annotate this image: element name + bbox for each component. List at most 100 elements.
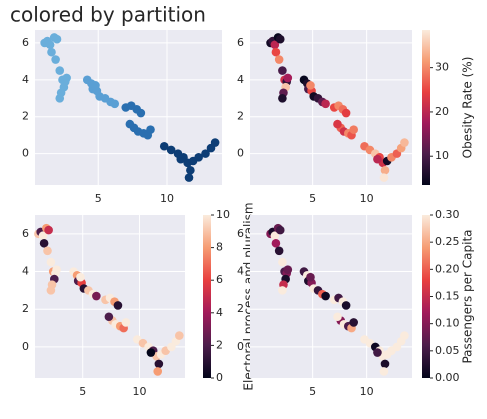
scatter-point [201,149,210,158]
scatter-point [55,66,65,75]
y-tick-label: 4 [22,265,29,278]
scatter-point [125,119,135,129]
y-tick-label: 6 [237,36,244,49]
y-tick-label: 2 [22,302,29,315]
y-tick-label: 6 [237,227,244,240]
scatter-point [136,108,146,118]
scatter-point [283,265,293,274]
scatter-point [52,265,61,274]
scatter-point [400,138,409,147]
scatter-point [379,367,389,376]
scatter-point [176,154,186,164]
colorbar-tick-label: 0.25 [435,235,460,248]
scatter-point [210,138,220,147]
scatter-point [275,34,285,44]
colorbar-tick-label: 0.15 [435,290,460,303]
scatter-point [380,359,390,369]
chart-title: colored by partition [10,3,206,27]
scatter-point [373,348,382,357]
scatter-point [46,286,56,295]
scatter-point [274,55,284,64]
scatter-point [274,246,284,256]
scatter-point [349,318,358,327]
scatter-point [153,367,163,376]
scatter-point [333,312,342,322]
scatter-point [380,165,390,175]
colorbar-tick-label: 0.10 [435,317,460,330]
colorbar-tick-label: 30 [435,61,449,74]
colorbar-tick-label: 8 [216,241,223,254]
colorbar-tick-label: 0.05 [435,344,460,357]
scatter-point [270,40,280,50]
scatter-point [92,291,101,301]
scatter-point [51,55,60,64]
colorbar-tick-label: 4 [216,306,223,319]
x-tick-label: 10 [360,385,374,398]
colorbar-tick-label: 10 [435,149,449,162]
scatter-point [321,99,330,109]
y-tick-label: 4 [237,73,244,86]
x-tick-label: 5 [79,385,86,398]
scatter-point [306,81,315,90]
x-tick-label: 10 [160,192,174,205]
scatter-point [278,257,287,267]
scatter-point [373,154,382,164]
colorbar [422,30,430,185]
scatter-point [62,73,71,83]
scatter-point [46,257,56,267]
scatter-point [159,141,169,151]
x-tick-label: 5 [309,192,316,205]
colorbar-tick-label: 0.20 [435,262,460,275]
y-tick-label: 6 [22,227,29,240]
scatter-point [306,272,315,282]
scatter-point [146,125,155,134]
scatter-point [349,125,358,134]
scatter-point [400,331,409,340]
y-tick-label: 0 [22,147,29,160]
y-tick-label: 2 [22,110,29,123]
scatter-point [38,231,48,241]
y-tick-label: 2 [237,110,244,123]
y-tick-label: 0 [22,340,29,353]
scatter-point [194,153,203,162]
x-tick-label: 10 [133,385,147,398]
scatter-point [47,47,56,57]
scatter-point [76,272,85,282]
scatter-point [39,238,49,248]
scatter-point [104,312,114,322]
scatter-point [270,231,280,241]
scatter-point [91,81,100,90]
colorbar [203,215,211,378]
colorbar-label: Passengers per Capita [461,229,475,363]
y-tick-label: 0 [237,340,244,353]
colorbar-tick-label: 10 [216,208,230,221]
colorbar-tick-label: 20 [435,105,449,118]
scatter-point [52,34,62,44]
scatter-point [184,173,194,182]
scatter-point [278,286,287,295]
scatter-point [341,108,351,118]
y-tick-label: 4 [22,73,29,86]
scatter-point [55,93,65,103]
colorbar-tick-label: 0.30 [435,208,460,221]
x-tick-label: 10 [360,192,374,205]
x-tick-label: 5 [309,385,316,398]
scatter-point [44,225,53,235]
scatter-point [166,145,176,155]
colorbar-tick-label: 6 [216,273,223,286]
scatter-point [379,173,389,182]
y-tick-label: 6 [22,36,29,49]
scatter-point [175,331,184,340]
scatter-point [146,348,156,357]
colorbar [422,215,430,378]
scatter-point [321,291,330,301]
scatter-point [271,238,281,248]
x-tick-label: 5 [95,192,102,205]
scatter-point [110,99,120,109]
scatter-point [333,119,342,129]
scatter-point [154,359,164,369]
scatter-point [121,318,131,327]
scatter-point [43,246,52,256]
y-tick-label: 4 [237,265,244,278]
y-tick-label: 0 [237,147,244,160]
